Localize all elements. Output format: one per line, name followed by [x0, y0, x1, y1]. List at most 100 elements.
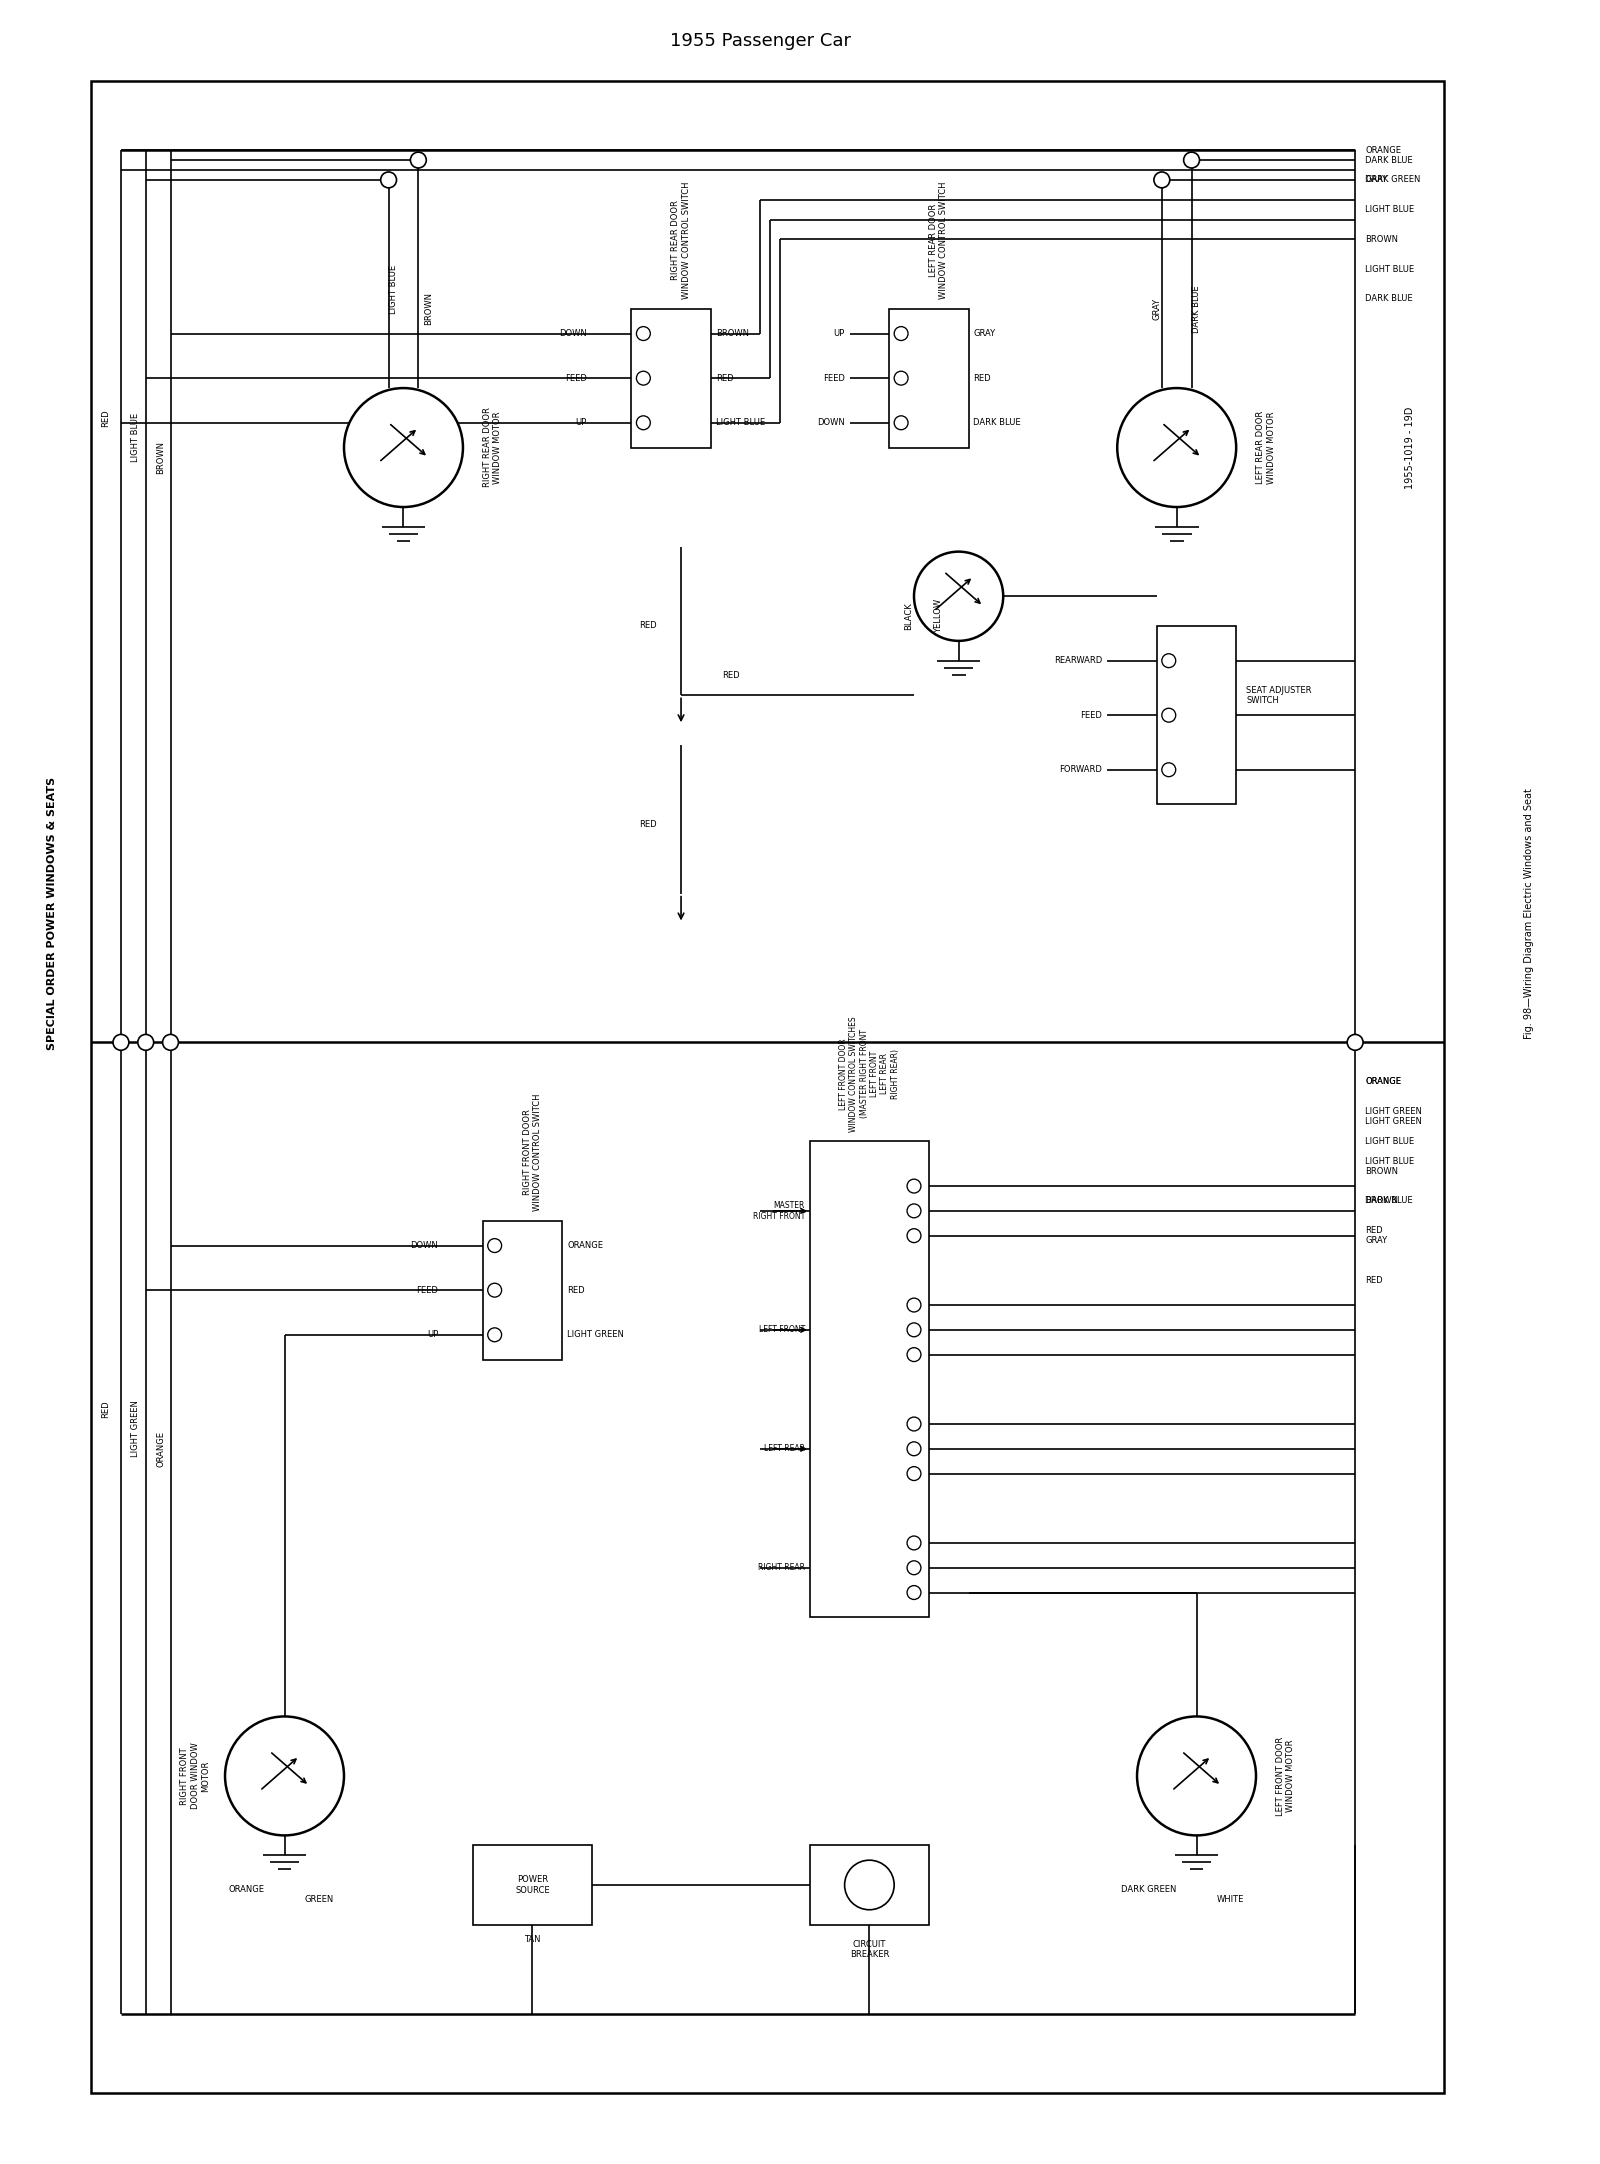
Text: DOWN: DOWN: [818, 418, 845, 426]
Text: BROWN: BROWN: [715, 329, 749, 338]
Circle shape: [907, 1348, 922, 1361]
Circle shape: [1347, 1034, 1363, 1050]
Text: LIGHT BLUE: LIGHT BLUE: [1365, 206, 1414, 214]
Text: RIGHT REAR: RIGHT REAR: [758, 1562, 805, 1573]
Circle shape: [1162, 708, 1176, 723]
Text: DARK GREEN: DARK GREEN: [1365, 175, 1421, 184]
Circle shape: [488, 1238, 502, 1253]
Circle shape: [381, 171, 397, 188]
Text: RED: RED: [715, 374, 733, 383]
Circle shape: [344, 387, 462, 506]
Text: LIGHT BLUE: LIGHT BLUE: [1365, 1136, 1414, 1147]
Circle shape: [907, 1536, 922, 1549]
Text: ORANGE: ORANGE: [229, 1885, 264, 1894]
Text: GRAY: GRAY: [973, 329, 995, 338]
Text: DARK BLUE: DARK BLUE: [1192, 286, 1202, 333]
Text: ORANGE: ORANGE: [1365, 1078, 1402, 1086]
Text: RED: RED: [722, 671, 739, 679]
Circle shape: [411, 151, 426, 169]
Text: UP: UP: [427, 1331, 438, 1340]
Text: ORANGE: ORANGE: [1365, 145, 1402, 154]
Text: YELLOW: YELLOW: [934, 599, 944, 634]
Text: ORANGE: ORANGE: [566, 1242, 603, 1251]
Circle shape: [907, 1441, 922, 1456]
Text: RIGHT REAR DOOR
WINDOW CONTROL SWITCH: RIGHT REAR DOOR WINDOW CONTROL SWITCH: [672, 182, 691, 299]
Text: LEFT FRONT DOOR
WINDOW MOTOR: LEFT FRONT DOOR WINDOW MOTOR: [1277, 1736, 1296, 1816]
Circle shape: [907, 1586, 922, 1599]
Circle shape: [907, 1560, 922, 1575]
Bar: [1157, 625, 1237, 805]
Text: LIGHT GREEN: LIGHT GREEN: [1365, 1117, 1422, 1125]
Text: DARK BLUE: DARK BLUE: [1365, 156, 1413, 164]
Circle shape: [907, 1467, 922, 1480]
Text: BROWN: BROWN: [1365, 1166, 1398, 1175]
Text: 1955 Passenger Car: 1955 Passenger Car: [670, 32, 851, 50]
Text: RED: RED: [1365, 1227, 1382, 1236]
Text: DARK BLUE: DARK BLUE: [1365, 1197, 1413, 1205]
Text: BROWN: BROWN: [157, 441, 165, 474]
Circle shape: [894, 415, 909, 431]
Text: BROWN: BROWN: [1365, 1197, 1398, 1205]
Text: REARWARD: REARWARD: [1054, 656, 1102, 664]
Bar: [810, 1846, 930, 1924]
Text: LIGHT GREEN: LIGHT GREEN: [1365, 1108, 1422, 1117]
Text: RED: RED: [638, 621, 656, 630]
Circle shape: [914, 552, 1003, 641]
Circle shape: [1154, 171, 1170, 188]
Text: LIGHT BLUE: LIGHT BLUE: [131, 413, 141, 463]
Text: BROWN: BROWN: [424, 292, 432, 325]
Text: RIGHT REAR DOOR
WINDOW MOTOR: RIGHT REAR DOOR WINDOW MOTOR: [483, 407, 502, 487]
Text: RIGHT FRONT DOOR
WINDOW CONTROL SWITCH: RIGHT FRONT DOOR WINDOW CONTROL SWITCH: [523, 1093, 542, 1212]
Text: FEED: FEED: [565, 374, 587, 383]
Text: GRAY: GRAY: [1365, 1236, 1387, 1244]
Circle shape: [894, 372, 909, 385]
Circle shape: [637, 415, 650, 431]
Text: ORANGE: ORANGE: [157, 1430, 165, 1467]
Text: 1955-1019 - 19D: 1955-1019 - 19D: [1405, 407, 1414, 489]
Text: LIGHT GREEN: LIGHT GREEN: [131, 1400, 141, 1456]
Circle shape: [138, 1034, 154, 1050]
Bar: [483, 1220, 562, 1359]
Text: DOWN: DOWN: [558, 329, 587, 338]
Text: DOWN: DOWN: [411, 1242, 438, 1251]
Circle shape: [488, 1283, 502, 1296]
Text: DARK BLUE: DARK BLUE: [1365, 294, 1413, 303]
Text: Fig. 98—Wiring Diagram Electric Windows and Seat: Fig. 98—Wiring Diagram Electric Windows …: [1523, 788, 1534, 1039]
Circle shape: [1138, 1716, 1256, 1835]
Circle shape: [114, 1034, 130, 1050]
Circle shape: [907, 1229, 922, 1242]
Bar: [810, 1140, 930, 1617]
Circle shape: [163, 1034, 179, 1050]
Text: RED: RED: [101, 409, 110, 426]
Circle shape: [907, 1179, 922, 1192]
Circle shape: [637, 327, 650, 340]
Text: FEED: FEED: [1080, 710, 1102, 721]
Text: GRAY: GRAY: [1365, 175, 1387, 184]
Text: ORANGE: ORANGE: [1365, 1078, 1402, 1086]
Text: SEAT ADJUSTER
SWITCH: SEAT ADJUSTER SWITCH: [1246, 686, 1312, 705]
Bar: [890, 309, 968, 448]
Text: DARK BLUE: DARK BLUE: [973, 418, 1021, 426]
Text: LEFT REAR DOOR
WINDOW CONTROL SWITCH: LEFT REAR DOOR WINDOW CONTROL SWITCH: [930, 182, 949, 299]
Circle shape: [226, 1716, 344, 1835]
Circle shape: [894, 327, 909, 340]
Text: LIGHT BLUE: LIGHT BLUE: [715, 418, 765, 426]
Text: FEED: FEED: [822, 374, 845, 383]
Text: RED: RED: [101, 1400, 110, 1417]
Circle shape: [1162, 762, 1176, 777]
Text: RED: RED: [638, 820, 656, 829]
Circle shape: [1162, 654, 1176, 669]
Text: FEED: FEED: [416, 1285, 438, 1294]
Bar: [474, 1846, 592, 1924]
Circle shape: [907, 1203, 922, 1218]
Text: LIGHT BLUE: LIGHT BLUE: [1365, 264, 1414, 273]
Circle shape: [1184, 151, 1200, 169]
Bar: [632, 309, 710, 448]
Text: MASTER
RIGHT FRONT: MASTER RIGHT FRONT: [752, 1201, 805, 1220]
Text: CIRCUIT
BREAKER: CIRCUIT BREAKER: [850, 1939, 890, 1958]
Text: SPECIAL ORDER POWER WINDOWS & SEATS: SPECIAL ORDER POWER WINDOWS & SEATS: [46, 777, 56, 1050]
Text: RIGHT FRONT
DOOR WINDOW
MOTOR: RIGHT FRONT DOOR WINDOW MOTOR: [181, 1742, 210, 1809]
Text: UP: UP: [834, 329, 845, 338]
Text: WHITE: WHITE: [1216, 1896, 1243, 1904]
Text: POWER
SOURCE: POWER SOURCE: [515, 1876, 550, 1896]
